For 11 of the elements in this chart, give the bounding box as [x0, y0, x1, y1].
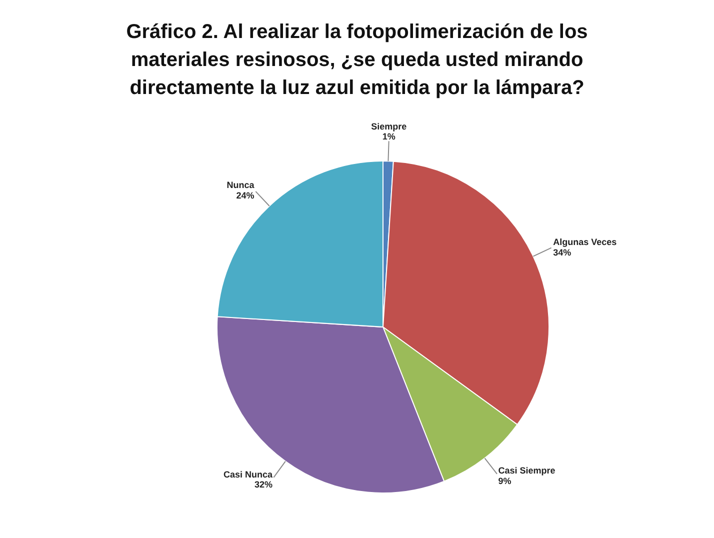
slice-label: Nunca: [226, 180, 256, 190]
data-label: 1%: [382, 132, 396, 142]
data-label: 9%: [498, 476, 512, 486]
data-label: 32%: [254, 480, 272, 490]
slice-label: Siempre: [371, 121, 407, 132]
chart-title: Gráfico 2. Al realizar la fotopolimerización de los materiales resinosos, ¿se queda usted mirando directamente la luz azul emitida por la lámpara?: [125, 20, 589, 101]
data-label: 24%: [236, 190, 254, 201]
data-label: 34%: [553, 248, 572, 258]
slice-label: Casi Nunca: [223, 469, 274, 480]
slice-label: Algunas Veces: [553, 237, 617, 248]
slice-label: Casi Siempre: [498, 466, 556, 476]
